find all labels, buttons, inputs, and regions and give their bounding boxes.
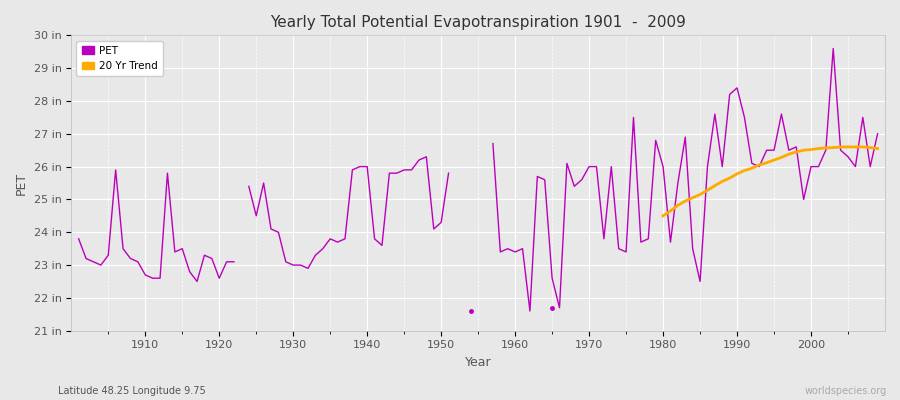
Y-axis label: PET: PET (15, 172, 28, 194)
Text: worldspecies.org: worldspecies.org (805, 386, 886, 396)
Title: Yearly Total Potential Evapotranspiration 1901  -  2009: Yearly Total Potential Evapotranspiratio… (270, 15, 686, 30)
Legend: PET, 20 Yr Trend: PET, 20 Yr Trend (76, 40, 164, 76)
Text: Latitude 48.25 Longitude 9.75: Latitude 48.25 Longitude 9.75 (58, 386, 206, 396)
X-axis label: Year: Year (464, 356, 491, 369)
